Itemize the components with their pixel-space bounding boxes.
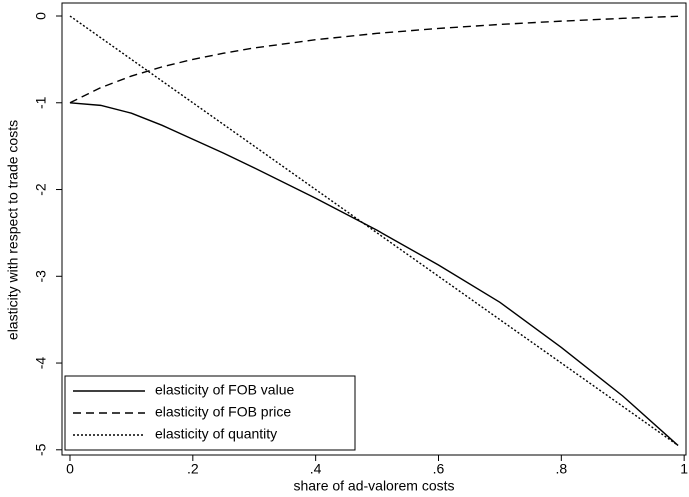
legend-label: elasticity of FOB price <box>155 404 291 420</box>
y-tick-label: -2 <box>33 183 49 196</box>
data-line <box>69 15 679 104</box>
y-axis-title: elasticity with respect to trade costs <box>5 120 21 340</box>
x-tick-label: 1 <box>680 461 688 477</box>
y-tick-label: -1 <box>33 96 49 109</box>
x-tick-label: .8 <box>555 461 567 477</box>
legend-label: elasticity of quantity <box>155 426 277 442</box>
x-tick-label: 0 <box>66 461 74 477</box>
x-tick-label: .4 <box>310 461 322 477</box>
data-line <box>69 15 679 447</box>
y-tick-label: -4 <box>33 357 49 370</box>
y-tick-label: -3 <box>33 270 49 283</box>
legend-label: elasticity of FOB value <box>155 382 294 398</box>
x-tick-label: .2 <box>187 461 199 477</box>
x-tick-label: .6 <box>433 461 445 477</box>
plot-frame <box>61 2 687 456</box>
y-tick-label: 0 <box>33 12 49 20</box>
y-tick-label: -5 <box>33 443 49 456</box>
x-axis-title: share of ad-valorem costs <box>293 478 454 494</box>
data-line <box>69 102 679 446</box>
